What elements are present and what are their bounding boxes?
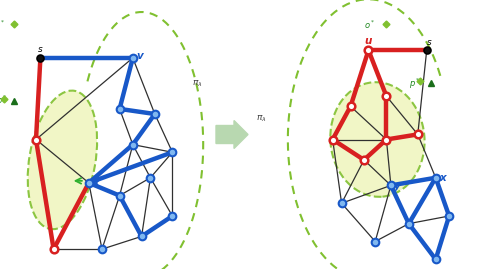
Text: $p^*$: $p^*$ [409, 76, 421, 91]
Text: x: x [93, 178, 99, 188]
Text: s: s [427, 38, 432, 47]
Text: u: u [365, 36, 372, 46]
FancyArrow shape [216, 121, 248, 148]
Text: $o^*$: $o^*$ [0, 19, 6, 31]
Text: v: v [137, 51, 143, 61]
Text: x: x [440, 173, 446, 183]
Ellipse shape [330, 82, 424, 197]
Text: s: s [38, 45, 43, 54]
Text: $\pi_\lambda$: $\pi_\lambda$ [257, 114, 267, 124]
Text: $\pi_\lambda$: $\pi_\lambda$ [192, 78, 203, 89]
Text: $o^*$: $o^*$ [364, 19, 375, 31]
Ellipse shape [28, 91, 97, 229]
Text: y: y [394, 181, 401, 192]
Text: $p^*$: $p^*$ [0, 94, 8, 108]
